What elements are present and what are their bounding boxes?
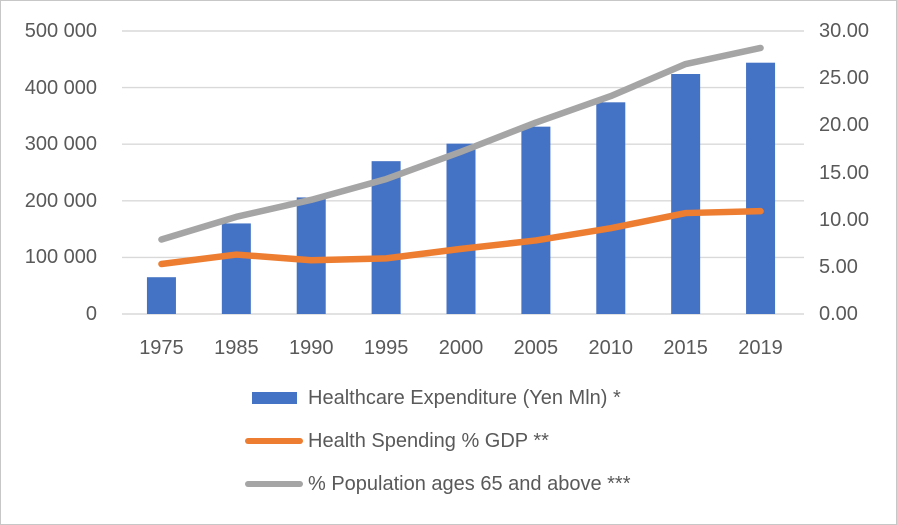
legend-item-population-65-above: % Population ages 65 and above *** [245, 472, 630, 496]
left-axis-tick: 0 [85, 303, 97, 325]
left-axis-tick: 400 000 [24, 76, 97, 99]
legend-label: % Population ages 65 and above *** [308, 473, 631, 495]
x-axis-tick-1995: 1995 [363, 337, 409, 359]
legend-line-swatch-icon [245, 480, 303, 488]
legend-item-health-spending-gdp: Health Spending % GDP ** [245, 429, 630, 453]
x-axis-tick-2019: 2019 [738, 337, 783, 359]
right-axis-tick: 20.00 [819, 114, 870, 137]
bar-2010 [596, 102, 626, 314]
right-axis-tick: 5.00 [819, 255, 858, 278]
legend-label: Health Spending % GDP ** [308, 430, 549, 452]
right-axis-tick: 0.00 [819, 303, 858, 325]
bar-1985 [221, 223, 251, 314]
x-axis-tick-1990: 1990 [288, 337, 334, 359]
left-axis-tick: 100 000 [24, 246, 97, 269]
legend-item-healthcare-expenditure: Healthcare Expenditure (Yen Mln) * [245, 386, 630, 410]
legend-line-swatch-icon [245, 437, 303, 445]
line-series-2 [158, 44, 764, 243]
left-axis-tick: 300 000 [24, 133, 97, 156]
bar-2000 [446, 143, 476, 314]
x-axis-tick-1975: 1975 [139, 337, 184, 359]
left-axis-tick: 500 000 [24, 20, 97, 42]
right-axis-tick: 10.00 [819, 208, 870, 231]
x-axis-tick-2000: 2000 [438, 337, 484, 359]
bar-1995 [371, 161, 401, 314]
right-axis-tick: 25.00 [819, 67, 870, 90]
bar-1975 [146, 277, 176, 314]
left-axis-tick: 200 000 [24, 189, 97, 212]
line-series-1 [158, 207, 764, 268]
bar-1990 [296, 197, 326, 314]
right-axis-tick: 30.00 [819, 20, 870, 42]
legend-bar-swatch-icon [251, 392, 297, 404]
x-axis-tick-2015: 2015 [663, 337, 708, 359]
bar-2015 [671, 74, 701, 315]
x-axis-tick-2005: 2005 [513, 337, 559, 359]
legend-label: Healthcare Expenditure (Yen Mln) * [308, 387, 621, 409]
bar-2019 [746, 62, 776, 314]
x-axis-tick-1985: 1985 [214, 337, 259, 359]
right-axis-tick: 15.00 [819, 161, 870, 184]
legend: Healthcare Expenditure (Yen Mln) * Healt… [245, 386, 630, 496]
bar-2005 [521, 126, 551, 315]
x-axis-tick-2010: 2010 [588, 337, 634, 359]
